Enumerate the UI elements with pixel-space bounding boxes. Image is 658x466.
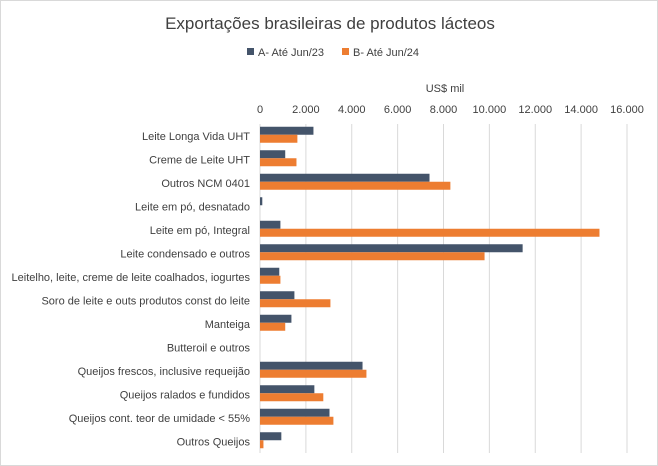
category-label: Soro de leite e outs produtos const do l…	[41, 295, 250, 307]
legend-label: A- Até Jun/23	[258, 47, 324, 59]
x-tick-label: 14.000	[564, 104, 598, 116]
x-tick-label: 12.000	[518, 104, 552, 116]
legend-swatch	[247, 48, 254, 55]
bar-a	[260, 150, 286, 159]
x-tick-label: 10.000	[473, 104, 507, 116]
x-tick-label: 0	[257, 104, 263, 116]
category-label: Butteroil e outros	[167, 342, 251, 354]
bar-a	[260, 385, 315, 394]
bar-b	[260, 252, 485, 261]
bar-b	[260, 228, 600, 237]
bar-a	[260, 291, 295, 300]
bar-a	[260, 197, 263, 206]
bar-a	[260, 173, 430, 182]
bar-a	[260, 432, 282, 441]
bar-a	[260, 244, 523, 253]
bar-b	[260, 134, 298, 143]
category-label: Leitelho, leite, creme de leite coalhado…	[12, 272, 251, 284]
category-label: Outros Queijos	[177, 436, 251, 448]
bar-b	[260, 393, 324, 402]
bar-a	[260, 126, 314, 135]
category-label: Queijos frescos, inclusive requeijão	[78, 366, 250, 378]
bar-b	[260, 299, 331, 308]
x-tick-label: 2.000	[292, 104, 320, 116]
category-label: Queijos ralados e fundidos	[120, 389, 251, 401]
x-tick-label: 4.000	[338, 104, 366, 116]
legend-label: B- Até Jun/24	[353, 47, 419, 59]
legend: A- Até Jun/23 B- Até Jun/24	[247, 47, 419, 59]
bar-b	[260, 416, 334, 425]
bar-a	[260, 220, 281, 229]
bar-b	[260, 181, 451, 190]
bar-a	[260, 267, 280, 276]
bar-b	[260, 158, 297, 167]
bar-b	[260, 322, 286, 331]
x-tick-label: 6.000	[384, 104, 412, 116]
bar-a	[260, 361, 363, 370]
bar-b	[260, 275, 281, 284]
category-label: Leite Longa Vida UHT	[142, 131, 250, 143]
bar-b	[260, 369, 367, 378]
category-label: Leite em pó, Integral	[150, 225, 250, 237]
legend-swatch	[342, 48, 349, 55]
category-label: Queijos cont. teor de umidade < 55%	[69, 413, 251, 425]
x-tick-label: 8.000	[430, 104, 458, 116]
category-label: Leite em pó, desnatado	[135, 201, 250, 213]
chart-title: Exportações brasileiras de produtos láct…	[165, 14, 495, 33]
category-label: Manteiga	[205, 319, 251, 331]
category-label: Leite condensado e outros	[120, 248, 250, 260]
category-label: Outros NCM 0401	[161, 178, 250, 190]
x-axis-label: US$ mil	[426, 83, 465, 95]
x-tick-label: 16.000	[610, 104, 644, 116]
category-label: Creme de Leite UHT	[149, 154, 250, 166]
bar-b	[260, 440, 264, 449]
bar-a	[260, 314, 292, 323]
bar-a	[260, 408, 330, 417]
